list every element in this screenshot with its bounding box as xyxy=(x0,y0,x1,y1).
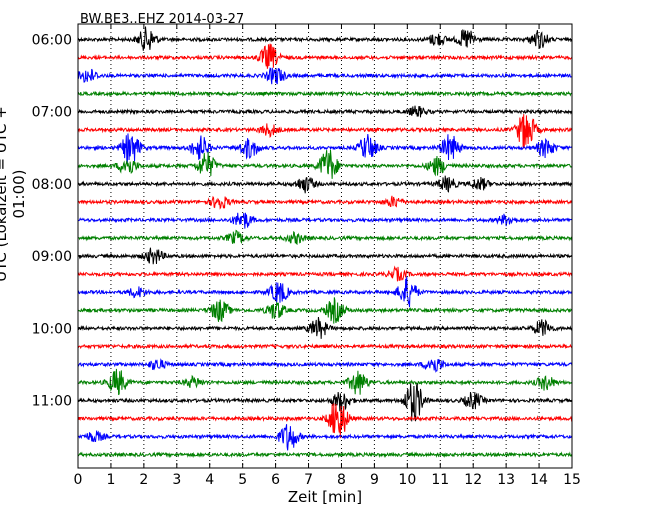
seismic-trace xyxy=(78,195,572,210)
x-tick-label: 8 xyxy=(337,472,346,488)
seismic-trace xyxy=(78,114,572,149)
seismic-trace xyxy=(78,247,572,265)
x-tick-label: 6 xyxy=(271,472,280,488)
x-tick-label: 12 xyxy=(464,472,482,488)
x-tick-label: 2 xyxy=(139,472,148,488)
x-tick-label: 11 xyxy=(431,472,449,488)
seismic-trace xyxy=(78,424,572,451)
axis-ticks: 0 1 2 3 4 5 6 7 8 9 10 11 12 13 14 1506:0007:0008:0009:… xyxy=(32,24,581,488)
seismic-trace xyxy=(78,67,572,85)
seismic-trace xyxy=(78,451,572,459)
x-tick-label: 7 xyxy=(304,472,313,488)
chart-title: BW.BE3..EHZ 2014-03-27 xyxy=(80,12,245,27)
seismic-trace xyxy=(78,297,572,324)
seismic-trace xyxy=(78,90,572,98)
seismic-trace xyxy=(78,133,572,164)
x-axis-label: Zeit [min] xyxy=(287,488,363,506)
y-tick-label: 09:00 xyxy=(32,249,72,265)
x-tick-label: 13 xyxy=(497,472,515,488)
x-tick-label: 14 xyxy=(530,472,548,488)
y-tick-label: 08:00 xyxy=(32,177,72,193)
seismic-trace xyxy=(78,403,572,439)
x-tick-label: 10 xyxy=(398,472,416,488)
seismic-trace xyxy=(78,265,572,282)
y-tick-label: 07:00 xyxy=(32,105,72,121)
seismic-trace xyxy=(78,43,572,69)
y-tick-label: 10:00 xyxy=(32,321,72,337)
seismic-trace xyxy=(78,175,572,194)
seismic-trace xyxy=(78,368,572,396)
seismic-trace xyxy=(78,26,572,51)
trace-layer xyxy=(78,26,572,459)
seismic-trace xyxy=(78,229,572,246)
x-tick-label: 5 xyxy=(238,472,247,488)
seismic-trace xyxy=(78,212,572,229)
seismic-trace xyxy=(78,105,572,118)
x-tick-label: 0 xyxy=(74,472,83,488)
seismic-trace xyxy=(78,149,572,179)
y-tick-label: 11:00 xyxy=(32,394,72,410)
x-tick-label: 3 xyxy=(172,472,181,488)
y-axis-label: UTC (Lokalzeit = UTC + 01:00) xyxy=(0,106,28,282)
x-tick-label: 1 xyxy=(106,472,115,488)
plot-frame xyxy=(77,23,573,469)
x-tick-label: 4 xyxy=(205,472,214,488)
seismic-trace xyxy=(78,317,572,339)
seismic-trace xyxy=(78,276,572,308)
x-tick-label: 15 xyxy=(563,472,581,488)
y-tick-label: 06:00 xyxy=(32,33,72,49)
seismic-trace xyxy=(78,358,572,373)
x-tick-label: 9 xyxy=(370,472,379,488)
seismic-trace xyxy=(78,343,572,350)
seismic-trace xyxy=(78,383,572,422)
